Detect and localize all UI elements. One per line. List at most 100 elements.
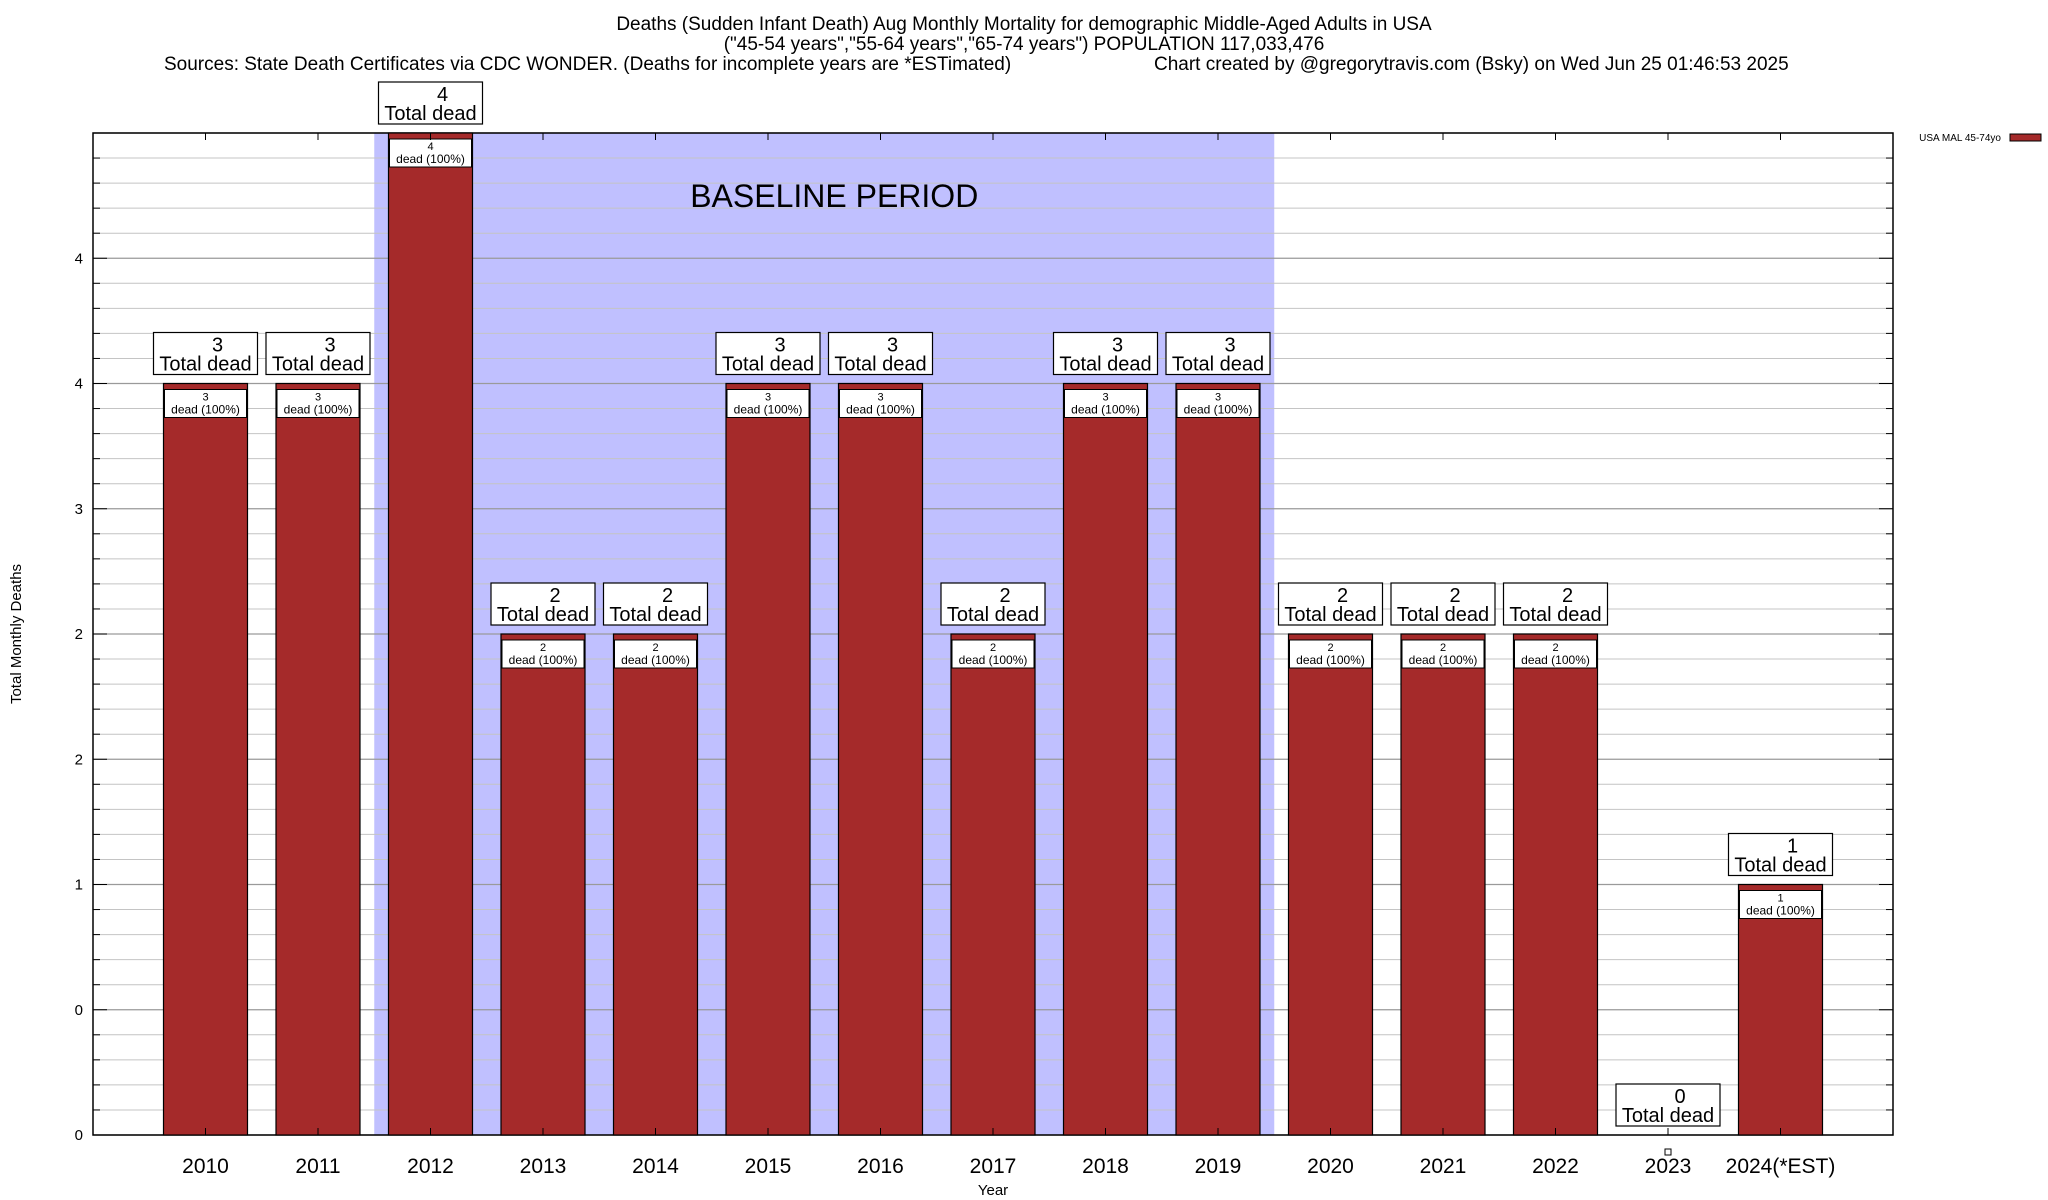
total-label-text: Total dead xyxy=(272,354,364,376)
total-label-box xyxy=(265,331,371,376)
inner-label-text: dead (100%) xyxy=(284,403,353,417)
total-label-box xyxy=(1615,1083,1721,1127)
total-label-value: 3 xyxy=(1112,335,1123,357)
bar-2023 xyxy=(1664,1148,1672,1156)
x-tick-label: 2010 xyxy=(182,1155,229,1178)
y-tick-label: 4 xyxy=(75,376,83,393)
total-label-value: 2 xyxy=(999,585,1010,607)
total-label-box xyxy=(1165,331,1271,376)
total-label-text: Total dead xyxy=(1284,604,1376,626)
x-axis-title: Year xyxy=(978,1182,1008,1199)
inner-label-box xyxy=(839,389,922,418)
total-label-box xyxy=(1052,331,1159,376)
total-label-text: Total dead xyxy=(947,604,1039,626)
inner-label-text: dead (100%) xyxy=(846,403,915,417)
total-label-value: 2 xyxy=(1337,585,1348,607)
inner-label-value: 2 xyxy=(990,642,996,654)
inner-label-value: 2 xyxy=(1327,642,1333,654)
bar-2018 xyxy=(1062,382,1149,1136)
inner-label-value: 1 xyxy=(1777,893,1783,905)
inner-label-box xyxy=(1064,389,1147,418)
chart-subtitle: ("45-54 years","55-64 years","65-74 year… xyxy=(723,34,1325,55)
x-tick-label: 2023 xyxy=(1645,1155,1692,1178)
inner-label-box xyxy=(501,639,585,669)
bar-2015 xyxy=(725,382,811,1136)
chart-source: Sources: State Death Certificates via CD… xyxy=(164,54,1012,75)
total-label-value: 4 xyxy=(437,84,448,106)
total-label-value: 3 xyxy=(1224,335,1235,357)
inner-label-box xyxy=(1401,639,1485,669)
bar-2013 xyxy=(500,633,586,1136)
inner-label-text: dead (100%) xyxy=(396,152,465,166)
bar-2019 xyxy=(1175,382,1261,1136)
inner-label-value: 2 xyxy=(1440,642,1446,654)
inner-label-value: 3 xyxy=(202,392,208,404)
bar-2011 xyxy=(275,382,361,1136)
inner-label-box xyxy=(164,389,247,418)
total-label-value: 3 xyxy=(324,335,335,357)
inner-label-box xyxy=(1514,639,1597,669)
total-label-box xyxy=(1390,582,1496,626)
total-label-value: 2 xyxy=(1562,585,1573,607)
inner-label-text: dead (100%) xyxy=(1521,653,1590,667)
bar-2016 xyxy=(837,382,924,1136)
inner-label-text: dead (100%) xyxy=(1071,403,1140,417)
inner-label-value: 3 xyxy=(765,392,771,404)
x-tick-label: 2011 xyxy=(295,1155,340,1178)
bar-2024(*EST) xyxy=(1737,883,1824,1136)
total-label-box xyxy=(1502,582,1609,626)
total-label-text: Total dead xyxy=(159,354,251,376)
total-label-text: Total dead xyxy=(722,354,814,376)
bar-2010 xyxy=(162,382,249,1136)
inner-label-text: dead (100%) xyxy=(1409,653,1478,667)
legend-label: USA MAL 45-74yo xyxy=(1919,133,2001,144)
inner-label-value: 4 xyxy=(427,141,433,153)
x-tick-label: 2014 xyxy=(632,1155,679,1178)
bar-2014 xyxy=(612,633,699,1136)
total-label-box xyxy=(1727,832,1834,877)
x-tick-label: 2013 xyxy=(520,1155,567,1178)
total-label-text: Total dead xyxy=(1059,354,1151,376)
inner-label-text: dead (100%) xyxy=(1746,904,1815,918)
chart-title: Deaths (Sudden Infant Death) Aug Monthly… xyxy=(616,14,1432,35)
inner-label-text: dead (100%) xyxy=(621,653,690,667)
total-label-box xyxy=(490,582,596,626)
inner-label-box xyxy=(1739,890,1822,919)
inner-label-text: dead (100%) xyxy=(171,403,240,417)
x-tick-label: 2019 xyxy=(1195,1155,1242,1178)
total-label-text: Total dead xyxy=(384,103,476,125)
inner-label-text: dead (100%) xyxy=(1296,653,1365,667)
x-tick-label: 2020 xyxy=(1307,1155,1354,1178)
total-label-box xyxy=(377,81,484,125)
total-label-text: Total dead xyxy=(497,604,589,626)
total-label-text: Total dead xyxy=(1734,855,1826,877)
total-label-text: Total dead xyxy=(1172,354,1264,376)
inner-label-text: dead (100%) xyxy=(1184,403,1253,417)
y-tick-label: 2 xyxy=(75,626,83,643)
total-label-text: Total dead xyxy=(1509,604,1601,626)
chart-credit: Chart created by @gregorytravis.com (Bsk… xyxy=(1154,54,1789,75)
x-tick-label: 2018 xyxy=(1082,1155,1129,1178)
inner-label-box xyxy=(951,639,1035,669)
inner-label-text: dead (100%) xyxy=(734,403,803,417)
y-tick-label: 3 xyxy=(75,501,83,518)
total-label-text: Total dead xyxy=(609,604,701,626)
bar-2022 xyxy=(1512,633,1599,1136)
bar-2020 xyxy=(1287,633,1374,1136)
total-label-box xyxy=(602,582,709,626)
total-label-value: 3 xyxy=(887,335,898,357)
